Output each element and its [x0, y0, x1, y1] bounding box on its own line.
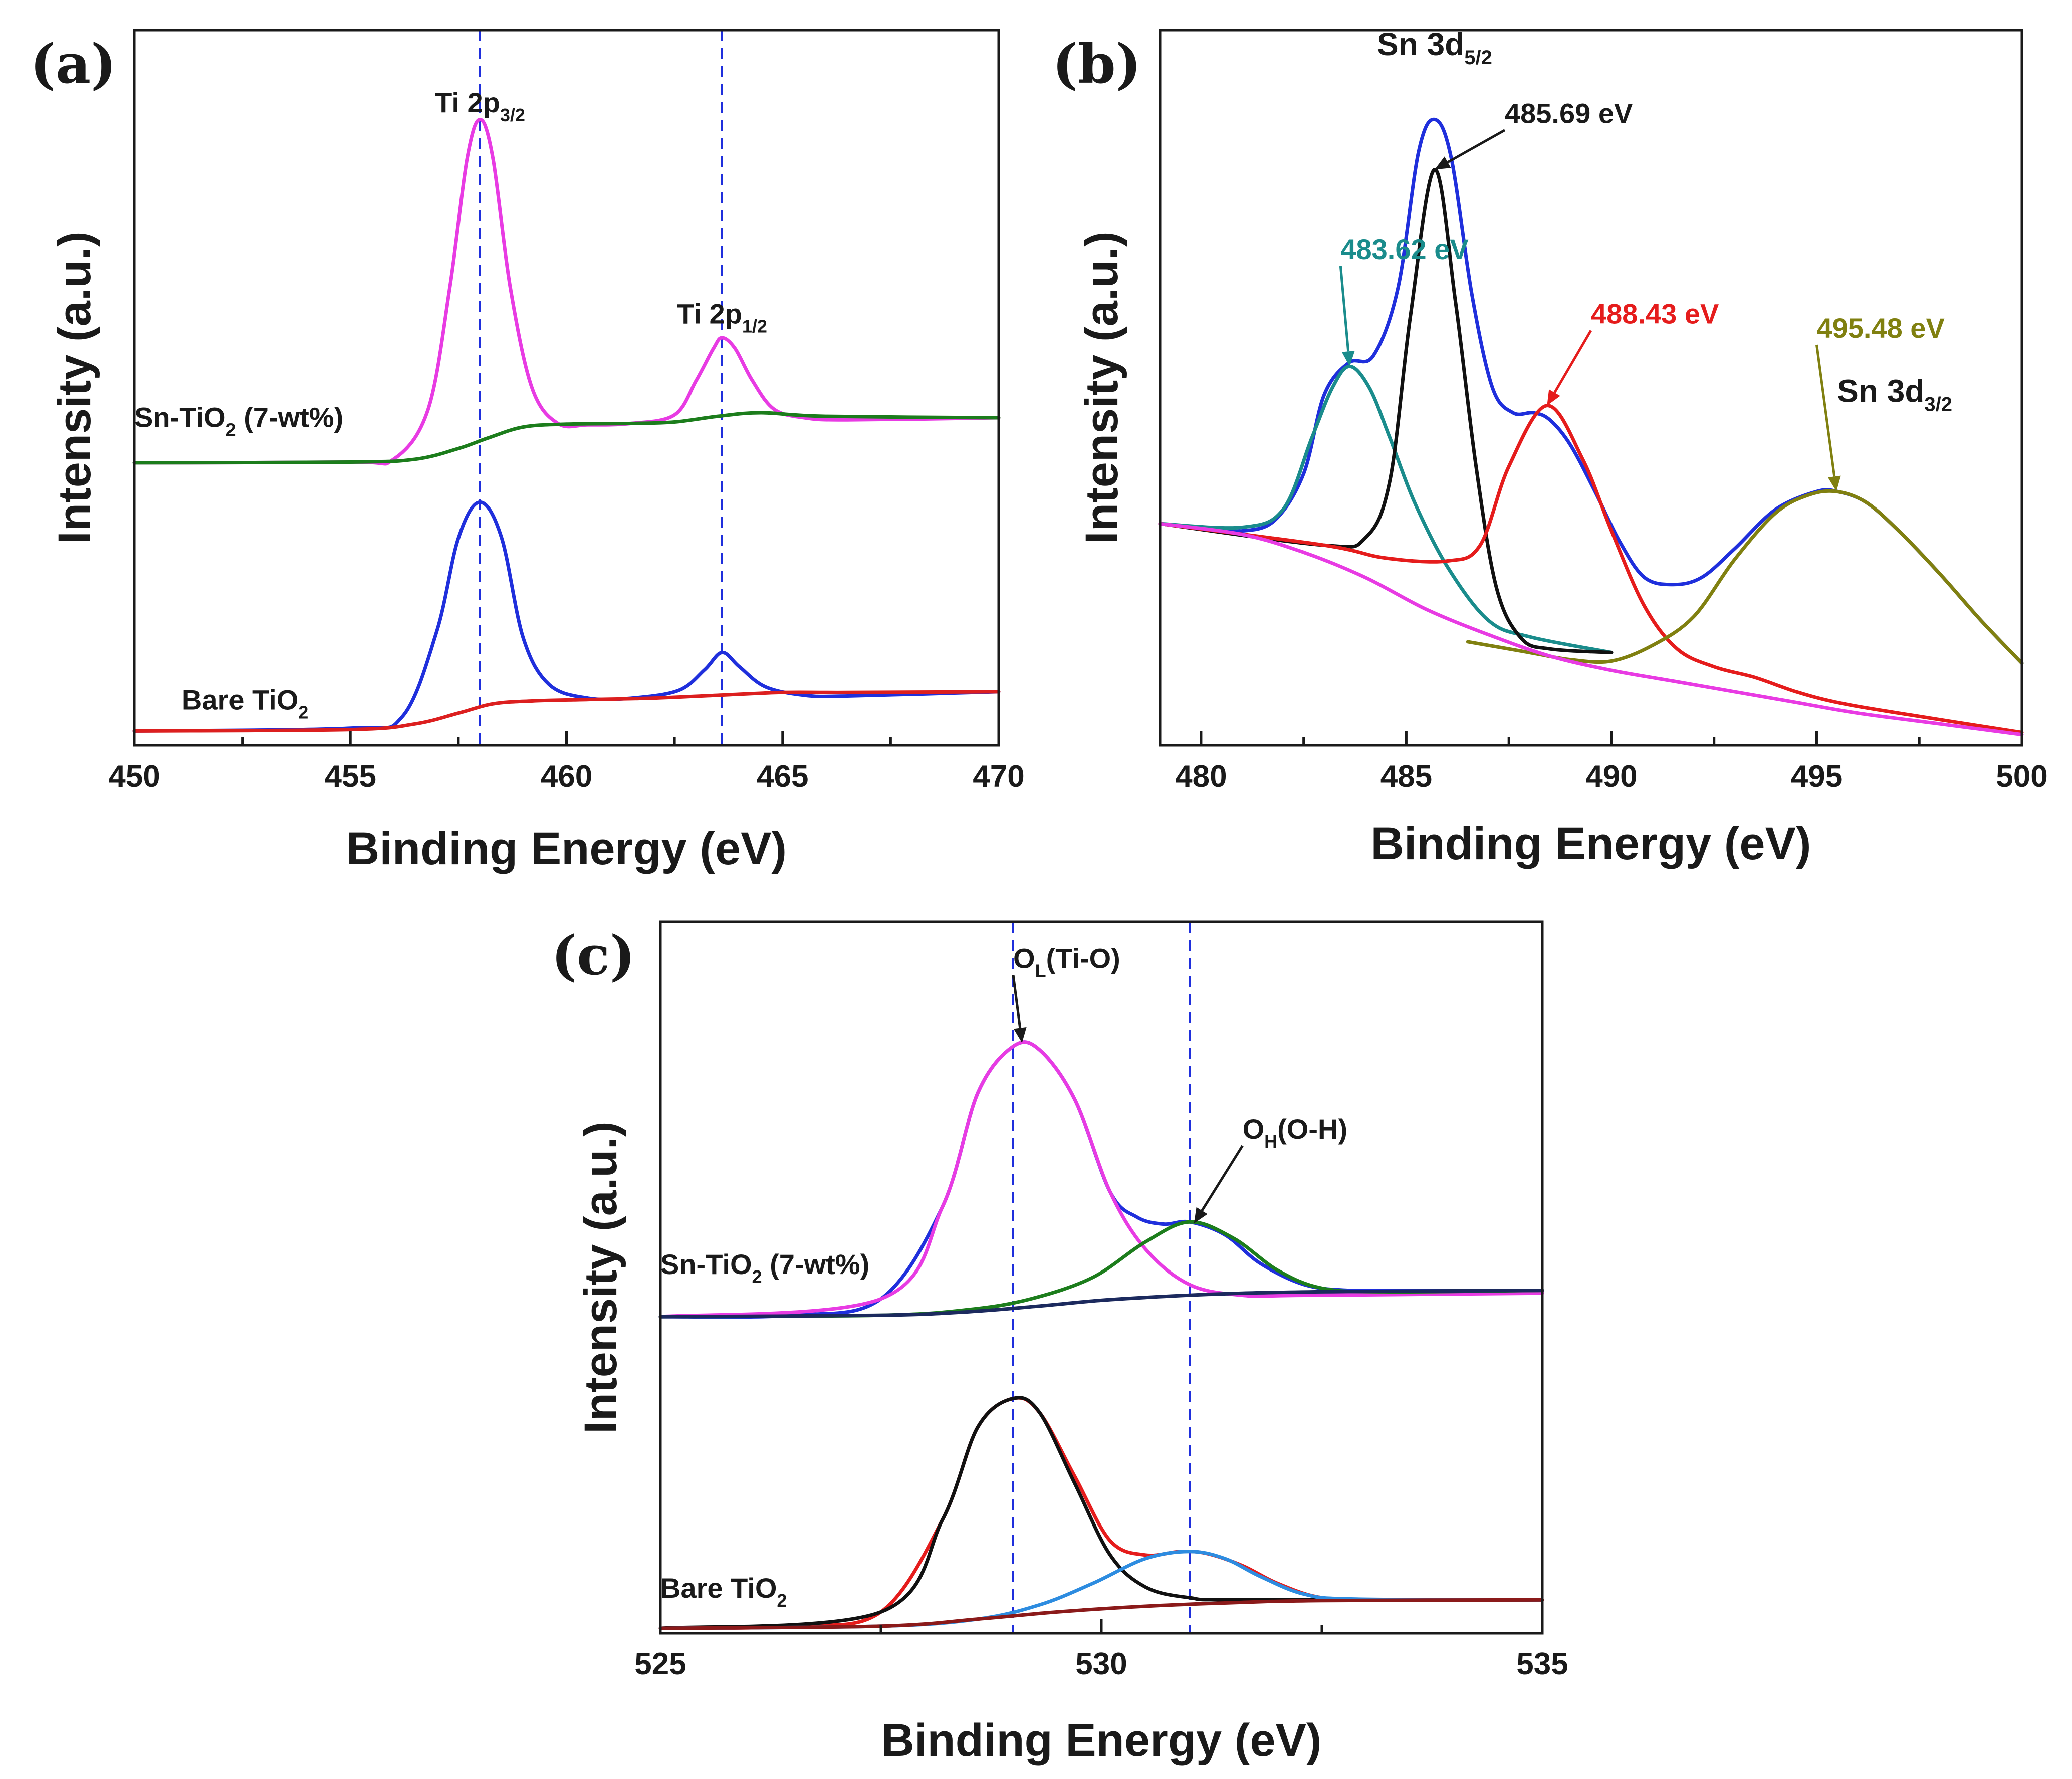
plot-frame	[1159, 29, 2023, 747]
annotation-label: 495.48 eV	[1816, 312, 1944, 344]
series-line	[658, 1040, 1544, 1319]
series-line	[1158, 168, 1614, 654]
panel-a: 450 455 460 465 470 Binding Energy (eV) Intens…	[30, 29, 1025, 874]
y-axis-label: Intensity (a.u.)	[575, 1121, 626, 1434]
x-axis-label: Binding Energy (eV)	[881, 1715, 1321, 1766]
x-tick-label: 465	[757, 759, 808, 794]
annotation-arrow-line	[1447, 129, 1506, 163]
panel-label: (b)	[1052, 33, 1141, 96]
annotation-label: OH(O-H)	[1243, 1113, 1348, 1152]
series-line	[658, 1598, 1544, 1630]
panel-label: (c)	[551, 924, 635, 987]
x-tick-label: 480	[1175, 759, 1227, 794]
series-line	[132, 411, 1001, 465]
x-tick-label: 450	[108, 759, 160, 794]
annotation-arrowhead	[1013, 1027, 1027, 1043]
y-axis-label: Intensity (a.u.)	[1076, 231, 1127, 544]
series-line	[1158, 364, 1614, 654]
annotation-arrow-line	[1012, 974, 1022, 1028]
x-axis-label: Binding Energy (eV)	[346, 823, 787, 874]
annotation-label: Sn-TiO2 (7-wt%)	[660, 1248, 869, 1287]
annotation-label: 483.62 eV	[1340, 233, 1468, 265]
x-tick-label: 460	[541, 759, 592, 794]
x-tick-label: 455	[325, 759, 376, 794]
annotation-label: Sn 3d3/2	[1837, 373, 1952, 416]
x-axis-label: Binding Energy (eV)	[1370, 818, 1811, 869]
series-line	[132, 690, 1001, 733]
annotation-label: Sn 3d5/2	[1377, 26, 1492, 69]
annotation-label: Ti 2p1/2	[677, 298, 767, 336]
panel-b: 480 485 490 495 500 Binding Energy (eV) Intens…	[1052, 26, 2048, 869]
series-line	[1466, 489, 2024, 665]
annotation-arrowhead	[1341, 351, 1355, 367]
annotation-label: Ti 2p3/2	[435, 87, 525, 125]
annotation-label: OL(Ti-O)	[1013, 942, 1120, 981]
annotation-label: Sn-TiO2 (7-wt%)	[134, 402, 343, 440]
y-axis-label: Intensity (a.u.)	[49, 231, 100, 544]
annotation-arrowhead	[1194, 1207, 1208, 1224]
annotation-arrow-line	[1201, 1145, 1244, 1211]
panel-c: 525 530 535 Binding Energy (eV) Intensity (a…	[551, 920, 1568, 1766]
x-tick-label: 525	[634, 1647, 686, 1681]
annotation-label: 488.43 eV	[1591, 298, 1719, 329]
x-tick-label: 535	[1516, 1647, 1568, 1681]
annotation-label: 485.69 eV	[1505, 98, 1633, 129]
annotation-arrowhead	[1827, 475, 1841, 492]
panel-label: (a)	[30, 33, 116, 96]
series-line	[1158, 404, 2024, 734]
x-tick-label: 530	[1075, 1647, 1127, 1681]
annotation-arrow-line	[1553, 330, 1592, 394]
annotation-label: Bare TiO2	[182, 684, 308, 723]
series-line	[132, 500, 1001, 733]
x-tick-label: 470	[973, 759, 1024, 794]
x-tick-label: 500	[1996, 759, 2047, 794]
annotation-label: Bare TiO2	[660, 1572, 787, 1611]
series-line	[658, 1289, 1544, 1319]
x-tick-label: 495	[1791, 759, 1843, 794]
annotation-arrowhead	[1547, 389, 1560, 406]
annotation-arrow-line	[1815, 344, 1836, 477]
x-tick-label: 490	[1585, 759, 1637, 794]
annotation-arrow-line	[1339, 266, 1350, 352]
x-tick-label: 485	[1380, 759, 1432, 794]
series-line	[132, 118, 1001, 466]
series-line	[658, 1396, 1544, 1630]
series-line	[1158, 522, 2024, 737]
annotation-arrowhead	[1434, 156, 1451, 170]
